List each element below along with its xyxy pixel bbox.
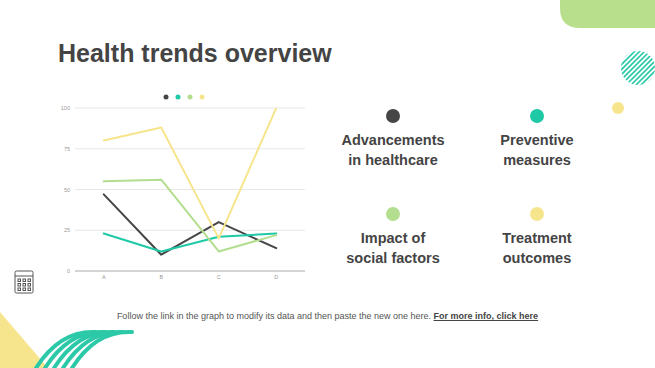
- dot-legend-marker: [176, 95, 181, 100]
- x-tick-label: C: [217, 274, 221, 280]
- teal-stripe: [63, 332, 123, 368]
- footer-text: Follow the link in the graph to modify i…: [117, 311, 431, 321]
- y-tick-label: 0: [67, 268, 70, 274]
- stripe: [623, 43, 655, 93]
- stripe: [638, 43, 655, 93]
- grid-line: [75, 230, 305, 231]
- stripe: [578, 43, 628, 93]
- series-lines: [104, 108, 277, 255]
- icon-window: [18, 284, 21, 287]
- legend-marker: [386, 207, 400, 221]
- icon-window: [18, 279, 21, 282]
- title: Health trends overview: [58, 39, 332, 67]
- grid-line: [75, 148, 305, 149]
- legend-label: Impact of social factors: [346, 230, 440, 266]
- legend-marker: [530, 207, 544, 221]
- legend-label: Preventive measures: [500, 132, 573, 168]
- dot-legend-marker: [200, 95, 205, 100]
- stripe: [583, 43, 633, 93]
- stripe: [573, 43, 623, 93]
- legend-label-line: Treatment: [502, 230, 571, 246]
- yellow-dot: [612, 102, 624, 114]
- grid-line: [75, 271, 305, 272]
- legend: Advancements in healthcare Preventive measu…: [341, 109, 573, 266]
- legend-label-line: in healthcare: [348, 152, 437, 168]
- y-tick-label: 100: [61, 105, 70, 111]
- x-axis-line: [75, 271, 305, 272]
- icon-window: [23, 284, 26, 287]
- icon-window: [18, 288, 21, 291]
- series-line: [104, 180, 277, 252]
- stripe: [588, 43, 638, 93]
- building-icon: [15, 271, 33, 293]
- series-line: [104, 194, 277, 254]
- teal-stripe: [72, 332, 132, 368]
- x-tick-label: D: [274, 274, 278, 280]
- legend-label: Treatment outcomes: [502, 230, 571, 266]
- icon-body: [15, 271, 33, 293]
- dot-legend: [164, 95, 205, 100]
- legend-marker: [386, 109, 400, 123]
- footer-link[interactable]: For more info, click here: [434, 311, 539, 321]
- icon-window: [28, 279, 31, 282]
- legend-label-line: outcomes: [503, 250, 572, 266]
- grid-line: [75, 108, 305, 109]
- striped-circle: [573, 43, 655, 93]
- corner-shape: [560, 0, 655, 28]
- icon-window: [23, 288, 26, 291]
- y-tick-label: 50: [64, 187, 70, 193]
- legend-marker: [530, 109, 544, 123]
- stripe: [598, 43, 648, 93]
- stripe: [618, 43, 655, 93]
- x-tick-label: B: [159, 274, 163, 280]
- legend-label-line: Advancements: [341, 132, 444, 148]
- series-line: [104, 108, 277, 238]
- stripe: [633, 43, 655, 93]
- icon-window: [28, 284, 31, 287]
- stripe: [643, 43, 655, 93]
- footer: Follow the link in the graph to modify i…: [0, 311, 655, 321]
- dot-legend-marker: [188, 95, 193, 100]
- x-tick-label: A: [102, 274, 106, 280]
- y-tick-label: 25: [64, 227, 70, 233]
- stripe: [603, 43, 653, 93]
- dot-legend-marker: [164, 95, 169, 100]
- stripe: [593, 43, 643, 93]
- legend-label-line: Impact of: [361, 230, 426, 246]
- legend-label-line: social factors: [346, 250, 440, 266]
- legend-label: Advancements in healthcare: [341, 132, 444, 168]
- y-tick-label: 75: [64, 146, 70, 152]
- stripe: [648, 43, 655, 93]
- stripe: [628, 43, 655, 93]
- legend-label-line: measures: [503, 152, 571, 168]
- grid-line: [75, 189, 305, 190]
- icon-window: [28, 288, 31, 291]
- legend-label-line: Preventive: [500, 132, 573, 148]
- icon-line: [15, 276, 33, 277]
- icon-window: [23, 279, 26, 282]
- axes: 0 25 50 75 100 A B C D: [61, 105, 305, 280]
